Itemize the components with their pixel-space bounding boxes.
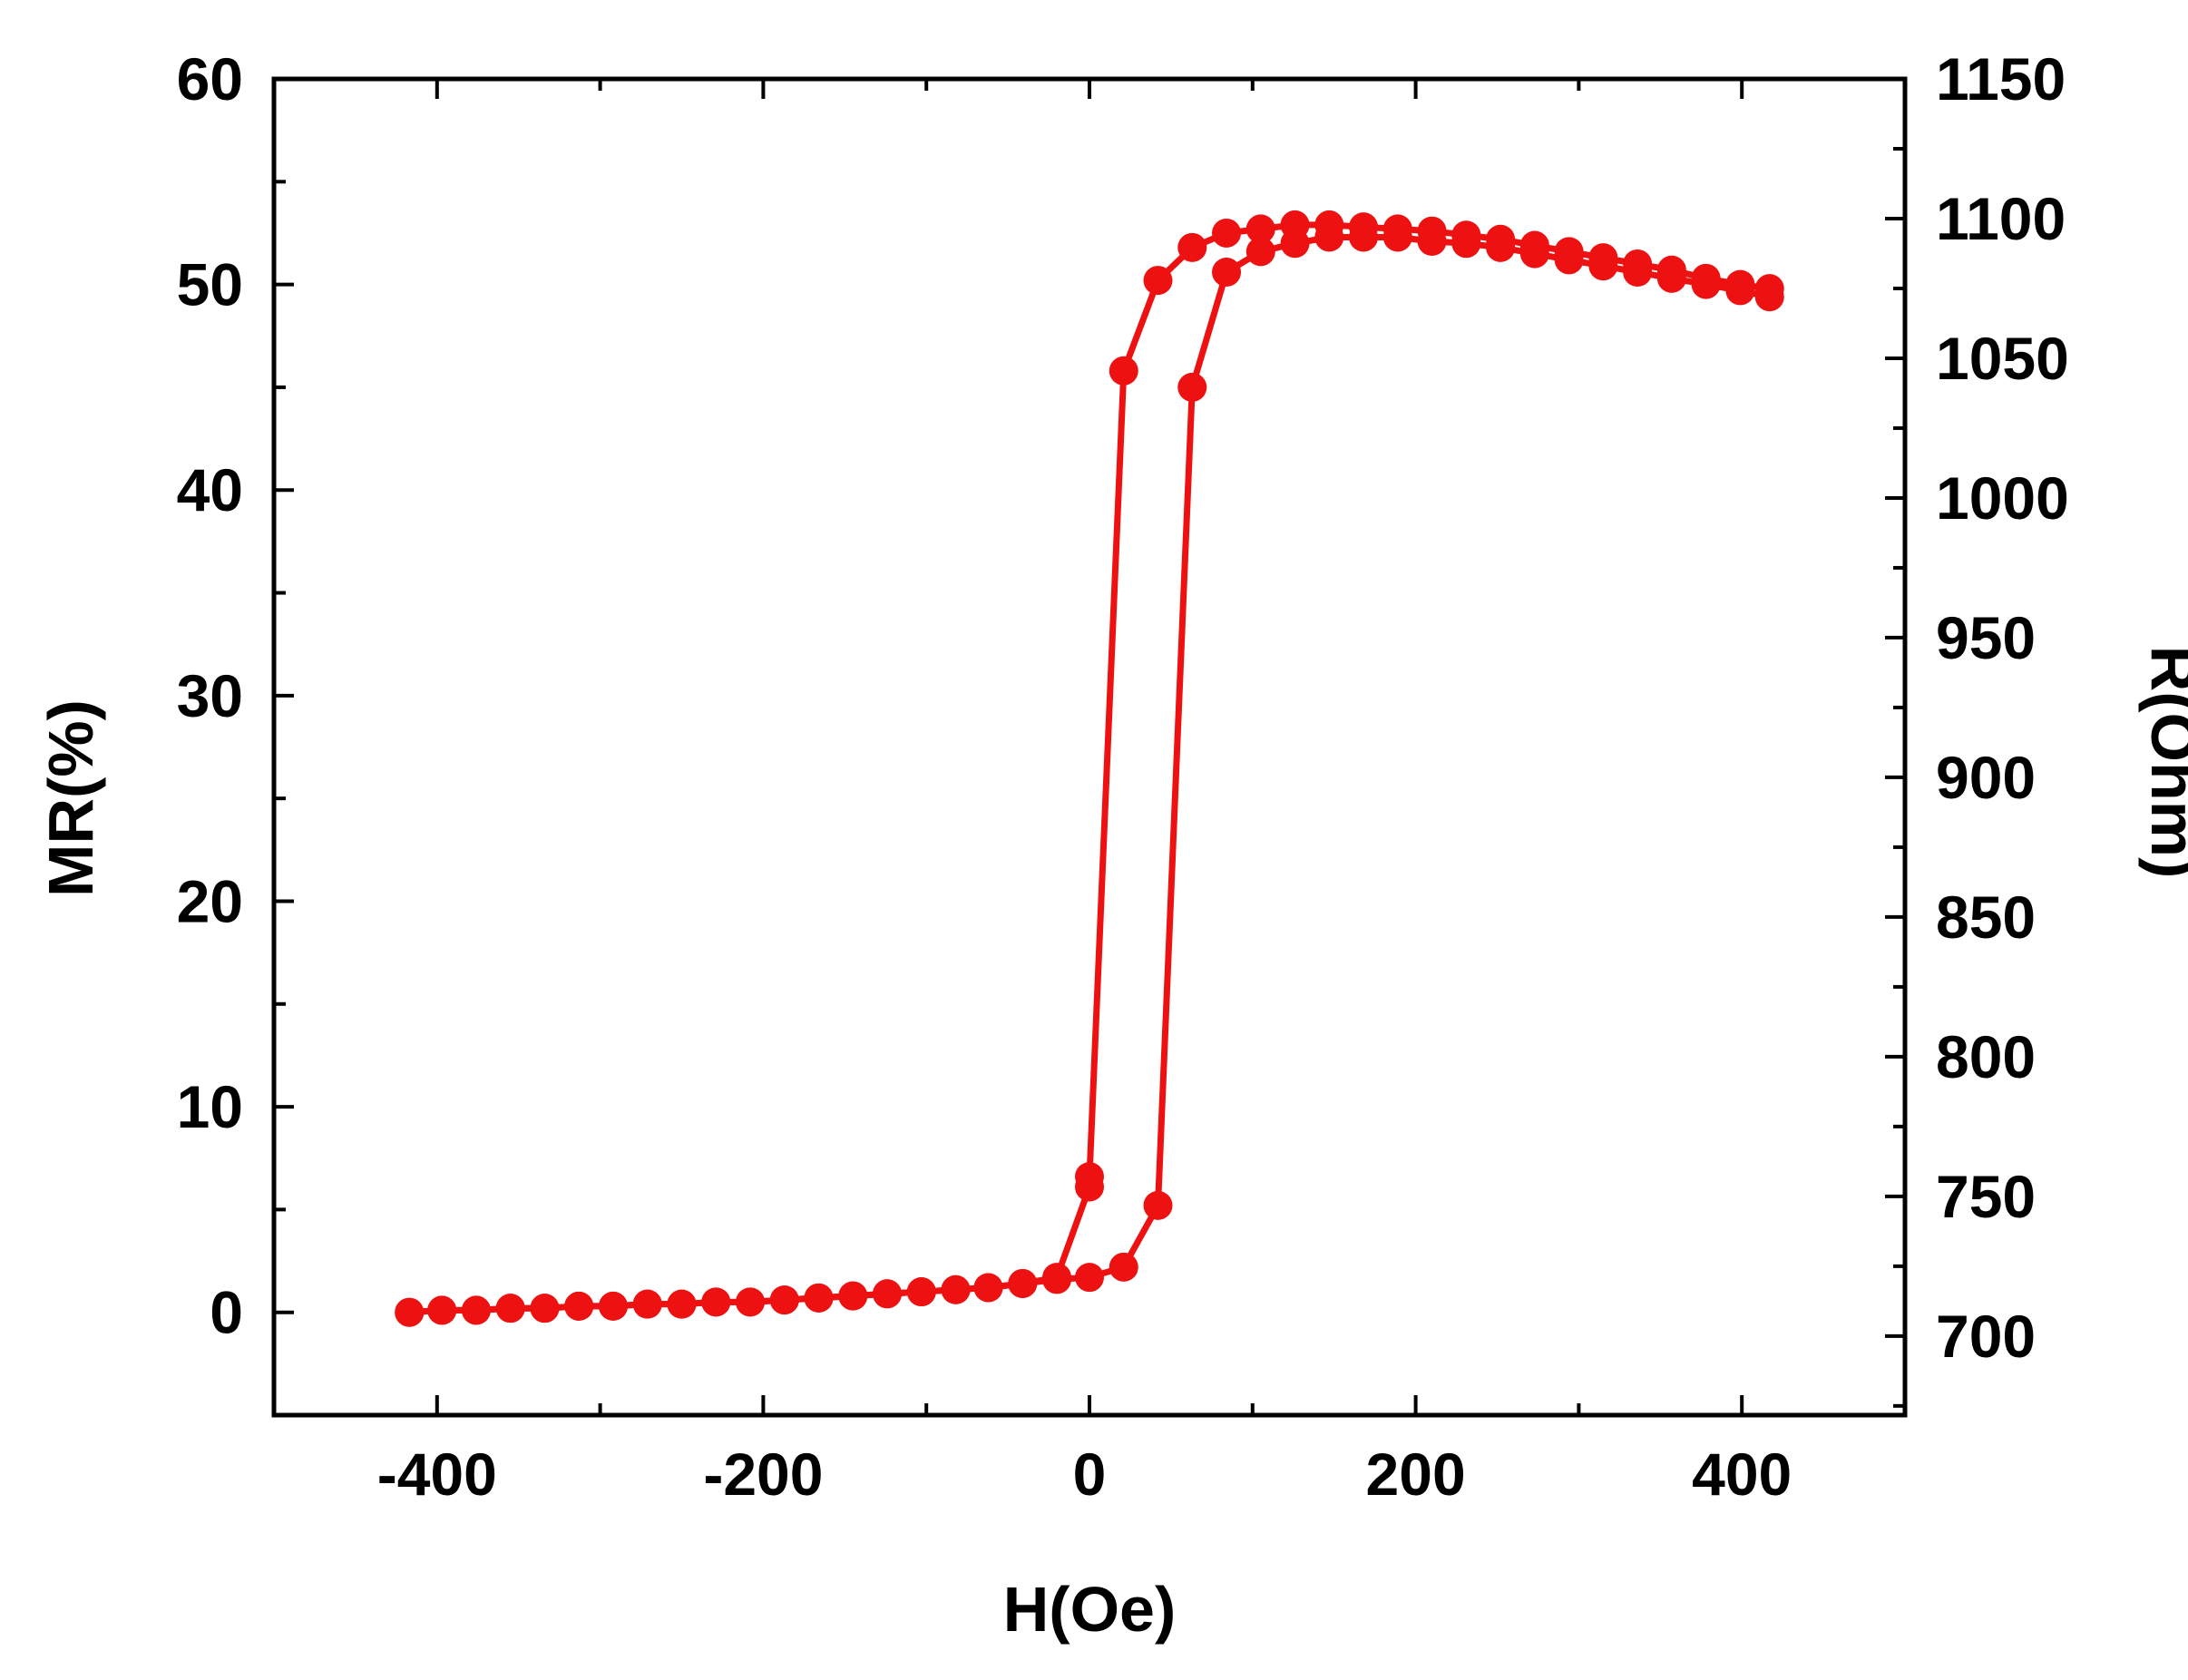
data-point — [736, 1287, 766, 1317]
data-point — [427, 1295, 457, 1325]
x-axis-title: H(Oe) — [1003, 1574, 1177, 1645]
data-point — [701, 1287, 731, 1317]
y-tick-label: 60 — [177, 45, 243, 112]
y2-tick-label: 800 — [1936, 1023, 2036, 1090]
y2-tick-label: 900 — [1936, 744, 2036, 811]
data-point — [1725, 269, 1755, 299]
y-tick-label: 40 — [177, 456, 243, 523]
data-point — [667, 1289, 697, 1319]
axes-layer: -400 -200 0 200 400 0 10 20 30 40 50 60 700 750 800 850… — [177, 45, 2069, 1508]
data-point — [598, 1291, 628, 1321]
data-point — [1417, 216, 1447, 246]
data-point — [1143, 1190, 1173, 1220]
data-point — [1656, 255, 1686, 285]
y2-tick-label: 850 — [1936, 884, 2036, 951]
data-point — [1623, 249, 1653, 278]
series-layer — [395, 210, 1784, 1327]
x-tick-label: 200 — [1366, 1441, 1466, 1508]
x-tick-label: 0 — [1073, 1441, 1107, 1508]
data-point — [1519, 230, 1549, 260]
data-point — [804, 1283, 834, 1313]
data-point — [632, 1289, 662, 1319]
x-tick-label: 400 — [1692, 1441, 1792, 1508]
data-point — [1075, 1263, 1104, 1293]
x-tick-label: -400 — [377, 1441, 497, 1508]
labels-layer: H(Oe) MR(%) R(Ohm) — [35, 646, 2188, 1645]
data-point — [1691, 263, 1721, 293]
data-point — [461, 1295, 491, 1325]
y2-tick-label: 1050 — [1936, 325, 2069, 392]
data-point — [1177, 232, 1207, 262]
y2-tick-label: 1150 — [1936, 45, 2066, 112]
y-tick-label: 10 — [177, 1073, 243, 1140]
y-tick-label: 20 — [177, 867, 243, 934]
data-point — [873, 1279, 903, 1309]
data-point — [1754, 274, 1784, 304]
data-point — [1280, 210, 1310, 239]
data-point — [1177, 372, 1207, 402]
data-point — [1075, 1172, 1104, 1202]
data-point — [1486, 224, 1516, 254]
data-point — [838, 1281, 868, 1311]
data-point — [1042, 1263, 1072, 1293]
data-point — [1109, 356, 1138, 386]
data-point — [530, 1294, 560, 1323]
y2-tick-label: 700 — [1936, 1303, 2036, 1370]
data-point — [1143, 266, 1173, 296]
data-point — [395, 1297, 425, 1327]
data-point — [495, 1294, 525, 1323]
data-point — [1245, 237, 1275, 267]
data-point — [906, 1277, 936, 1307]
y-tick-label: 0 — [210, 1279, 243, 1346]
data-point — [973, 1273, 1003, 1303]
data-point — [769, 1285, 799, 1315]
data-point — [1008, 1268, 1038, 1298]
data-point — [1212, 258, 1242, 288]
x-tick-label: -200 — [703, 1441, 823, 1508]
y2-tick-label: 750 — [1936, 1163, 2036, 1230]
y2-tick-label: 1000 — [1936, 464, 2069, 532]
y2-tick-label: 1100 — [1936, 185, 2066, 252]
data-point — [1554, 237, 1584, 267]
data-point — [941, 1275, 971, 1304]
data-point — [564, 1291, 594, 1321]
data-point — [1212, 218, 1242, 248]
data-point — [1314, 210, 1344, 239]
y-tick-label: 30 — [177, 662, 243, 729]
data-point — [1349, 212, 1379, 242]
y2-axis-title: R(Ohm) — [2138, 646, 2188, 879]
y-tick-label: 50 — [177, 251, 243, 318]
y-axis-title: MR(%) — [35, 699, 106, 897]
data-point — [1245, 214, 1275, 244]
data-point — [1451, 220, 1481, 250]
data-point — [1109, 1252, 1138, 1282]
data-point — [1382, 214, 1412, 244]
data-point — [1588, 243, 1618, 273]
y2-tick-label: 950 — [1936, 604, 2036, 671]
